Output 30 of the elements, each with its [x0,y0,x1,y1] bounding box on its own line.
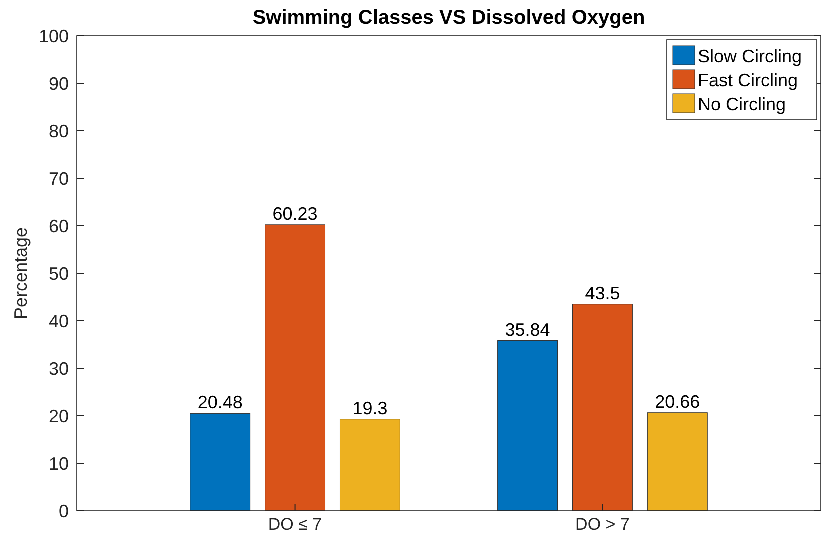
bar [265,224,326,512]
data-label: 19.3 [352,398,388,418]
bar [647,412,708,512]
y-tick-label: 100 [38,26,69,46]
data-label: 43.5 [585,283,620,304]
y-tick-label: 10 [48,454,69,474]
x-tick-label: DO > 7 [576,515,630,534]
bar [190,413,251,512]
data-label: 20.48 [198,392,243,413]
legend-label: Slow Circling [698,46,802,66]
y-tick-label: 0 [58,501,69,522]
data-label: 35.84 [505,320,550,340]
y-tick-label: 80 [48,121,69,142]
y-axis-title: Percentage [11,227,31,320]
chart-title: Swimming Classes VS Dissolved Oxygen [252,7,646,29]
y-tick-label: 20 [48,406,69,426]
y-tick-label: 30 [48,358,69,379]
legend-label: No Circling [698,94,786,114]
data-label: 60.23 [272,204,318,224]
data-label: 20.66 [655,392,700,412]
bar [498,340,558,512]
y-tick-label: 70 [48,168,69,189]
bar [572,304,633,512]
legend-label: Fast Circling [698,70,798,90]
y-tick-label: 60 [48,216,69,236]
x-tick-label: DO ≤ 7 [268,515,322,534]
y-tick-label: 90 [48,74,69,94]
y-tick-label: 40 [48,311,69,332]
y-tick-label: 50 [48,264,69,284]
bar [340,419,400,512]
